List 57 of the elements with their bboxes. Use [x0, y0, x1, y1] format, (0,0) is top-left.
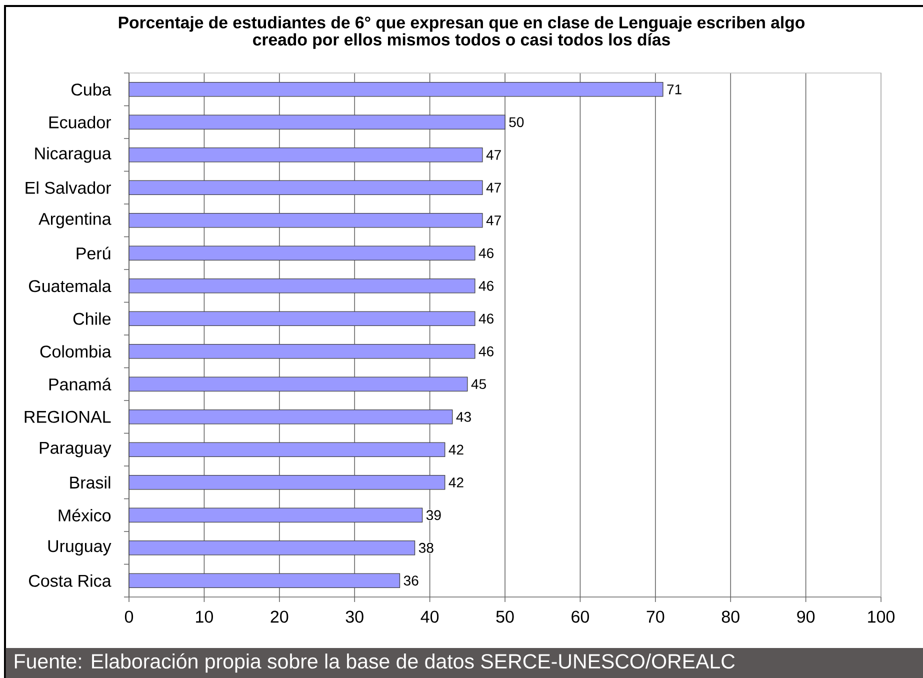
- y-tick-label: Colombia: [40, 345, 112, 358]
- x-tick-label: 10: [196, 610, 213, 623]
- y-tick-label: Uruguay: [48, 540, 112, 556]
- chart-title: Porcentaje de estudiantes de 6° que expresan que en clase de Lenguaje escriben algo creado por ellos mismos todos o casi todos los días: [118, 16, 804, 49]
- data-label: 47: [486, 182, 501, 192]
- x-tick-label: 0: [124, 610, 134, 623]
- data-label: 43: [456, 412, 471, 422]
- x-tick-label: 20: [270, 610, 288, 623]
- y-tick-label: Chile: [73, 312, 111, 325]
- x-tick-label: 60: [572, 610, 589, 623]
- bar: [128, 82, 664, 97]
- bar: [128, 213, 483, 228]
- bar: [128, 540, 416, 556]
- y-tick-label: REGIONAL: [24, 410, 111, 423]
- bar: [128, 278, 476, 294]
- y-tick-label: México: [58, 508, 111, 522]
- x-tick-label: 70: [646, 610, 664, 623]
- x-tick-label: 80: [722, 610, 740, 623]
- data-label: 71: [667, 84, 682, 94]
- bar: [128, 344, 476, 359]
- bar: [128, 246, 476, 261]
- y-tick-label: Costa Rica: [29, 574, 112, 587]
- y-tick-label: Nicaragua: [35, 146, 112, 163]
- data-label: 47: [486, 216, 501, 226]
- x-tick-label: 90: [797, 610, 815, 623]
- y-tick-label: Brasil: [70, 476, 110, 489]
- bar: [128, 180, 483, 196]
- x-tick-label: 30: [346, 610, 364, 623]
- data-label: 42: [448, 444, 464, 455]
- y-tick-label: El Salvador: [26, 181, 111, 194]
- data-label: 42: [448, 478, 464, 488]
- data-label: 46: [478, 248, 494, 258]
- data-label: 45: [471, 379, 486, 390]
- x-tick-label: 40: [420, 610, 439, 623]
- y-tick-label: Paraguay: [40, 442, 112, 458]
- y-tick-label: Ecuador: [49, 116, 111, 128]
- x-tick-label: 50: [496, 610, 514, 623]
- data-label: 39: [426, 510, 441, 520]
- data-label: 46: [478, 314, 494, 324]
- data-label: 47: [486, 150, 501, 160]
- data-label: 36: [404, 576, 418, 586]
- bar: [128, 508, 423, 523]
- data-label: 46: [478, 280, 494, 291]
- bar: [128, 311, 476, 326]
- source-note: Fuente: Elaboración propia sobre la base de datos SERCE-UNESCO/OREALC: [14, 653, 735, 673]
- y-tick-label: Guatemala: [28, 280, 112, 292]
- bar: [128, 148, 483, 162]
- bar: [128, 114, 506, 130]
- y-tick-label: Perú: [76, 246, 110, 260]
- y-tick-label: Panamá: [49, 378, 112, 390]
- y-tick-label: Cuba: [72, 83, 112, 96]
- bar: [128, 376, 468, 392]
- data-label: 50: [509, 117, 524, 128]
- x-tick-label: 100: [868, 610, 895, 623]
- data-label: 46: [478, 346, 494, 356]
- y-tick-label: Argentina: [38, 212, 112, 228]
- data-label: 38: [418, 542, 434, 553]
